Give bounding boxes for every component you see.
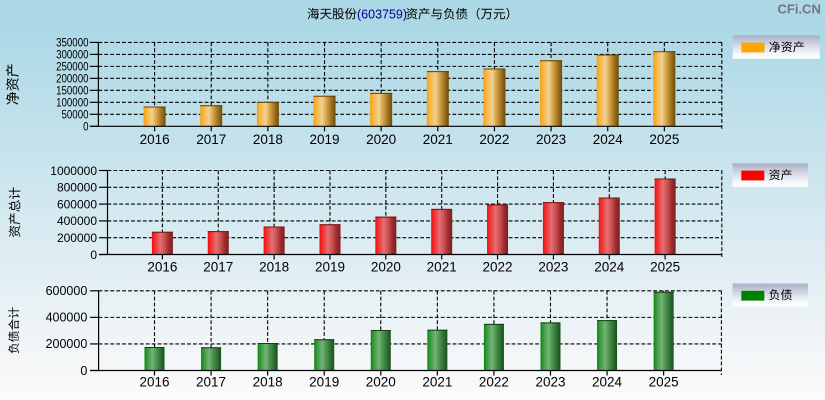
- svg-text:350000: 350000: [56, 37, 88, 50]
- svg-text:250000: 250000: [56, 61, 88, 74]
- svg-text:2025: 2025: [649, 132, 679, 147]
- svg-text:50000: 50000: [62, 109, 89, 122]
- svg-text:800000: 800000: [57, 181, 97, 195]
- svg-text:2022: 2022: [479, 132, 509, 147]
- svg-text:2020: 2020: [366, 375, 396, 390]
- svg-text:1000000: 1000000: [50, 164, 97, 178]
- svg-text:2024: 2024: [594, 259, 625, 274]
- svg-text:0: 0: [83, 121, 88, 134]
- svg-text:CFi.CN: CFi.CN: [778, 2, 821, 17]
- svg-text:2017: 2017: [203, 259, 233, 274]
- svg-text:2021: 2021: [423, 132, 453, 147]
- svg-text:2024: 2024: [593, 132, 624, 147]
- svg-text:2016: 2016: [147, 259, 177, 274]
- svg-text:400000: 400000: [46, 311, 88, 325]
- svg-text:2023: 2023: [535, 375, 565, 390]
- svg-text:2018: 2018: [253, 132, 283, 147]
- svg-text:2016: 2016: [140, 132, 170, 147]
- svg-text:200000: 200000: [57, 231, 97, 245]
- svg-text:2021: 2021: [422, 375, 452, 390]
- svg-text:2019: 2019: [309, 375, 339, 390]
- svg-text:2018: 2018: [259, 259, 289, 274]
- svg-text:200000: 200000: [46, 337, 88, 351]
- svg-text:150000: 150000: [56, 85, 88, 98]
- svg-text:(603759): (603759): [357, 7, 407, 21]
- svg-text:2022: 2022: [483, 259, 513, 274]
- svg-text:2024: 2024: [592, 375, 623, 390]
- svg-text:2016: 2016: [139, 375, 169, 390]
- svg-text:2020: 2020: [371, 259, 401, 274]
- svg-text:2025: 2025: [650, 259, 680, 274]
- svg-text:0: 0: [80, 364, 87, 378]
- svg-text:2018: 2018: [253, 375, 283, 390]
- svg-text:2025: 2025: [649, 375, 679, 390]
- svg-text:2020: 2020: [366, 132, 396, 147]
- svg-text:600000: 600000: [46, 284, 88, 298]
- svg-text:2021: 2021: [427, 259, 457, 274]
- svg-text:400000: 400000: [57, 214, 97, 228]
- svg-text:2019: 2019: [315, 259, 345, 274]
- svg-text:300000: 300000: [56, 49, 88, 62]
- svg-text:600000: 600000: [57, 197, 97, 211]
- svg-text:2017: 2017: [196, 132, 226, 147]
- svg-text:2019: 2019: [309, 132, 339, 147]
- svg-text:2023: 2023: [538, 259, 568, 274]
- svg-text:2023: 2023: [536, 132, 566, 147]
- svg-text:2022: 2022: [479, 375, 509, 390]
- svg-text:100000: 100000: [56, 97, 88, 110]
- svg-text:200000: 200000: [56, 73, 88, 86]
- svg-text:2017: 2017: [196, 375, 226, 390]
- svg-text:0: 0: [90, 248, 97, 262]
